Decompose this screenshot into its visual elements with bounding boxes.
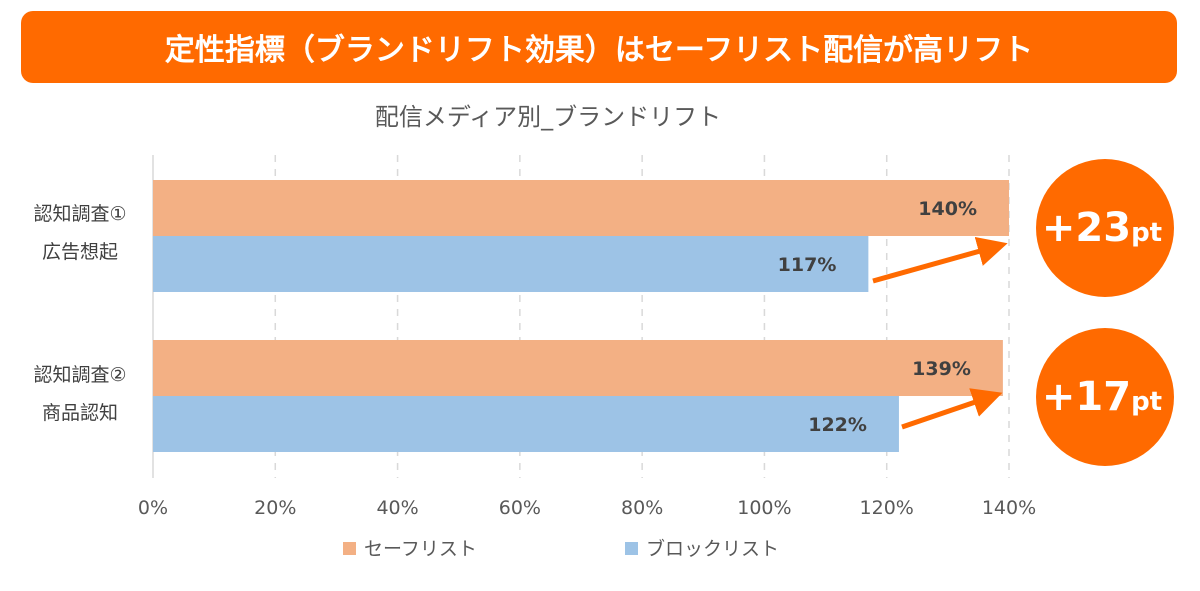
lift-badge-text: +23pt [1042,205,1162,251]
legend-label: ブロックリスト [646,537,779,560]
x-tick-label: 80% [621,497,663,519]
data-label: 140% [918,198,977,220]
lift-badge-circle [1036,328,1174,466]
category-label: 認知調査① [33,203,126,225]
x-tick-label: 100% [737,497,791,519]
lift-badge-text: +17pt [1042,374,1162,420]
bar-blocklist [153,236,869,292]
lift-arrow [901,388,1003,430]
lift-badge: +17pt [1036,328,1174,466]
x-tick-label: 20% [254,497,296,519]
legend-swatch [343,542,356,555]
legend-swatch [625,542,638,555]
bar-safelist [153,340,1003,396]
legend: セーフリスト ブロックリスト [343,537,779,560]
x-tick-label: 140% [982,497,1036,519]
category-sublabel: 広告想起 [42,241,118,263]
category-label: 認知調査② [33,364,126,386]
chart-title: 配信メディア別_ブランドリフト [375,103,721,131]
headline-banner: 定性指標（ブランドリフト効果）はセーフリスト配信が高リフト [21,11,1177,83]
x-tick-label: 0% [138,497,168,519]
category-sublabel: 商品認知 [42,402,118,424]
data-label: 139% [912,358,971,380]
data-label: 117% [778,254,837,276]
legend-label: セーフリスト [364,538,477,560]
x-tick-label: 60% [499,497,541,519]
bar-safelist [153,180,1009,236]
lift-arrow [872,236,1008,284]
x-tick-label: 120% [860,497,914,519]
headline-text: 定性指標（ブランドリフト効果）はセーフリスト配信が高リフト [164,33,1034,68]
lift-badge: +23pt [1036,159,1174,297]
bar-blocklist [153,396,899,452]
x-tick-label: 40% [376,497,418,519]
data-label: 122% [808,414,867,436]
lift-badge-circle [1036,159,1174,297]
